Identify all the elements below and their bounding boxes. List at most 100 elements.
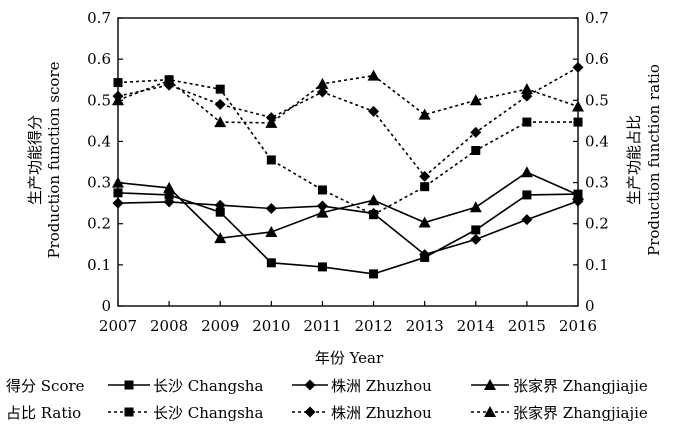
legend-samples <box>108 379 509 418</box>
series-line-ratio-zhuzhou <box>117 66 579 178</box>
x-tick-label: 2013 <box>406 317 444 335</box>
y-tick-label-right: 0.3 <box>585 174 609 192</box>
legend-ratio-changsha-label: 长沙 Changsha <box>153 404 263 422</box>
data-point-ratio-changsha <box>215 84 225 94</box>
y-tick-label-left: 0.2 <box>87 215 111 233</box>
y-tick-label-left: 0.1 <box>87 256 111 274</box>
data-point-score-changsha <box>522 190 532 200</box>
series-ratio-changsha <box>113 75 583 220</box>
data-point-ratio-zhuzhou <box>368 105 380 117</box>
data-point-score-zhangjiajie <box>418 216 431 228</box>
series-line-score-zhuzhou <box>117 200 579 256</box>
y-tick-label-right: 0.2 <box>585 215 609 233</box>
x-tick-label: 2007 <box>99 317 137 335</box>
legend-marker-square <box>124 380 134 390</box>
x-tick-label: 2012 <box>354 317 392 335</box>
series-ratio-zhangjiajie <box>112 69 584 128</box>
data-point-score-zhuzhou <box>163 196 175 208</box>
data-point-ratio-zhangjiajie <box>112 94 124 106</box>
data-point-score-zhuzhou <box>470 233 482 245</box>
y-tick-label-right: 0.7 <box>585 9 609 27</box>
data-point-ratio-changsha <box>420 182 430 192</box>
data-point-score-zhuzhou <box>316 200 328 212</box>
data-point-score-zhangjiajie <box>520 166 533 178</box>
y-tick-label-right: 0 <box>585 297 595 315</box>
y-tick-label-right: 0.6 <box>585 50 609 68</box>
legend-score-zhangjiajie-label: 张家界 Zhangjiajie <box>513 377 648 395</box>
x-tick-label: 2011 <box>303 317 341 335</box>
legend-marker-triangle <box>484 406 496 417</box>
legend-ratio-zhuzhou-label: 株洲 Zhuzhou <box>331 404 432 422</box>
data-point-ratio-changsha <box>113 78 123 88</box>
data-point-ratio-zhangjiajie <box>265 116 278 128</box>
data-point-ratio-zhangjiajie <box>520 83 533 95</box>
data-point-score-zhuzhou <box>419 249 431 261</box>
series-line-ratio-changsha <box>117 78 578 216</box>
data-point-ratio-zhuzhou <box>316 86 328 98</box>
y-tick-label-right: 0.1 <box>585 256 609 274</box>
x-tick-label: 2016 <box>559 317 597 335</box>
data-point-score-changsha <box>215 207 225 217</box>
series-ratio-zhuzhou <box>112 61 584 182</box>
y-tick-label-left: 0.6 <box>87 50 111 68</box>
data-point-ratio-zhangjiajie <box>214 116 227 128</box>
series-line-ratio-zhangjiajie <box>117 74 579 124</box>
data-point-ratio-changsha <box>522 117 532 127</box>
y-tick-label-left: 0.3 <box>87 174 111 192</box>
data-point-score-changsha <box>471 225 481 235</box>
data-point-score-zhangjiajie <box>572 188 584 200</box>
legend-score-changsha-label: 长沙 Changsha <box>153 377 263 395</box>
data-point-score-zhangjiajie <box>367 194 380 206</box>
axis-ticks: 0 0 0.1 0.1 0.2 0.2 0.3 0.3 0.4 0.4 0.5 0.5 0.6 0.6 0.… <box>87 9 609 335</box>
series-score-zhangjiajie <box>112 166 584 244</box>
x-tick-label: 2015 <box>508 317 546 335</box>
data-point-score-zhangjiajie <box>214 232 227 244</box>
data-point-ratio-zhuzhou <box>572 61 584 73</box>
legend-ratio-zhangjiajie-label: 张家界 Zhangjiajie <box>513 404 648 422</box>
data-point-score-zhangjiajie <box>316 206 329 218</box>
y-tick-label-left: 0 <box>101 297 111 315</box>
legend-group-ratio-label: 占比 Ratio <box>6 404 81 422</box>
legend-score-zhuzhou-label: 株洲 Zhuzhou <box>331 377 432 395</box>
data-point-score-changsha <box>113 188 123 198</box>
data-point-score-zhuzhou <box>214 199 226 211</box>
plot-area <box>117 17 579 307</box>
x-axis-label: 年份 Year <box>315 349 384 367</box>
x-tick-label: 2008 <box>150 317 188 335</box>
x-tick-label: 2014 <box>457 317 495 335</box>
data-point-score-zhangjiajie <box>469 201 482 213</box>
data-point-ratio-zhangjiajie <box>469 94 482 106</box>
y-tick-label-left: 0.7 <box>87 9 111 27</box>
y-axis-label-right-cn: 生产功能占比 <box>625 115 643 205</box>
data-point-score-zhangjiajie <box>112 176 124 188</box>
y-axis-label-left-cn: 生产功能得分 <box>26 115 44 205</box>
data-point-ratio-zhangjiajie <box>418 108 431 120</box>
legend-marker-triangle <box>484 379 496 390</box>
x-tick-label: 2010 <box>252 317 290 335</box>
legend-group-score-label: 得分 Score <box>6 377 85 395</box>
data-point-ratio-changsha <box>317 185 327 195</box>
data-point-score-changsha <box>164 190 174 200</box>
data-point-score-zhuzhou <box>112 197 124 209</box>
data-point-score-zhuzhou <box>265 202 277 214</box>
data-point-ratio-zhangjiajie <box>367 69 380 81</box>
plot-border <box>117 17 579 307</box>
series-line-score-zhangjiajie <box>117 171 579 239</box>
legend: 得分 Score 长沙 Changsha 株洲 Zhuzhou 张家界 Zhan… <box>6 377 648 422</box>
data-point-ratio-changsha <box>369 210 379 220</box>
legend-marker-square <box>124 407 134 417</box>
data-point-score-changsha <box>369 269 379 279</box>
data-point-ratio-zhuzhou <box>419 170 431 182</box>
y-tick-label-left: 0.5 <box>87 91 111 109</box>
y-tick-label-right: 0.4 <box>585 132 609 150</box>
data-point-ratio-zhuzhou <box>470 126 482 138</box>
data-point-score-zhangjiajie <box>163 181 176 193</box>
data-point-ratio-zhangjiajie <box>572 100 584 112</box>
data-point-score-zhangjiajie <box>265 225 278 237</box>
data-point-ratio-changsha <box>471 145 481 155</box>
y-tick-label-left: 0.4 <box>87 132 111 150</box>
data-point-ratio-changsha <box>573 117 583 127</box>
data-point-score-changsha <box>317 262 327 272</box>
series-layer <box>112 61 584 279</box>
data-point-ratio-zhuzhou <box>214 98 226 110</box>
